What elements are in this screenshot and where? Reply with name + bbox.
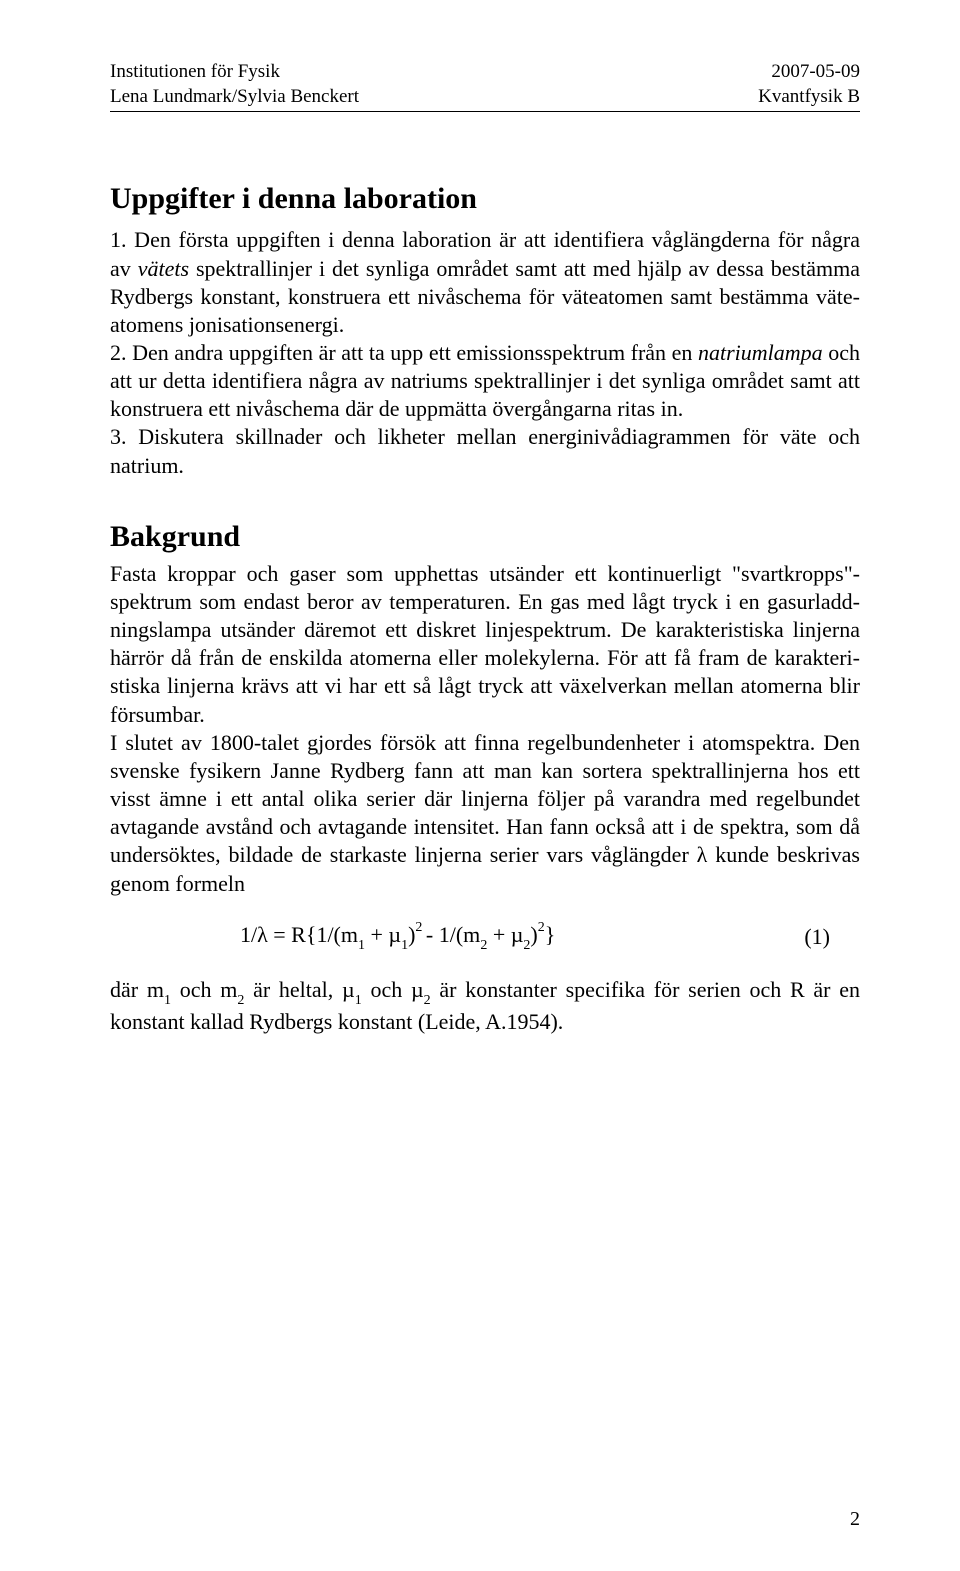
eq-sup-1: 2 bbox=[415, 920, 426, 935]
eq-part-b: 1/(m bbox=[316, 922, 358, 947]
header-course: Kvantfysik B bbox=[758, 85, 860, 110]
header-date: 2007-05-09 bbox=[771, 60, 860, 85]
af-b: och m bbox=[171, 977, 237, 1002]
header-institution: Institutionen för Fysik bbox=[110, 60, 359, 85]
header-right: 2007-05-09 Kvantfysik B bbox=[758, 60, 860, 109]
eq-sub-4: 2 bbox=[523, 938, 530, 953]
page-header: Institutionen för Fysik Lena Lundmark/Sy… bbox=[110, 60, 860, 112]
eq-sub-2: 1 bbox=[401, 938, 408, 953]
equation-number: (1) bbox=[804, 924, 830, 950]
task-1: 1. Den första uppgiften i denna laborati… bbox=[110, 226, 860, 339]
eq-part-g: ) bbox=[530, 922, 537, 947]
eq-sub-1: 1 bbox=[358, 938, 365, 953]
after-formula-paragraph: där m1 och m2 är heltal, µ1 och µ2 är ko… bbox=[110, 976, 860, 1036]
section-title-uppgifter: Uppgifter i denna laboration bbox=[110, 182, 860, 216]
af-c: är heltal, µ bbox=[244, 977, 354, 1002]
af-a: där m bbox=[110, 977, 164, 1002]
page-number: 2 bbox=[850, 1508, 860, 1531]
af-s4: 2 bbox=[424, 993, 431, 1008]
section-title-bakgrund: Bakgrund bbox=[110, 520, 860, 554]
equation-1: 1/λ = R{1/(m1 + µ1)2 - 1/(m2 + µ2)2} bbox=[240, 922, 555, 952]
af-d: och µ bbox=[362, 977, 424, 1002]
af-s3: 1 bbox=[355, 993, 362, 1008]
bakgrund-p1: Fasta kroppar och gaser som upphettas ut… bbox=[110, 560, 860, 729]
eq-sup-2: 2 bbox=[538, 920, 545, 935]
task-1-italic: vätets bbox=[138, 256, 189, 281]
header-left: Institutionen för Fysik Lena Lundmark/Sy… bbox=[110, 60, 359, 109]
af-s1: 1 bbox=[164, 993, 171, 1008]
bakgrund-p2: I slutet av 1800-talet gjordes försök at… bbox=[110, 729, 860, 898]
eq-part-e: - 1/(m bbox=[426, 922, 480, 947]
af-s2: 2 bbox=[237, 993, 244, 1008]
task-1-rest: spektrallinjer i det synliga området sam… bbox=[110, 256, 860, 337]
page: Institutionen för Fysik Lena Lundmark/Sy… bbox=[0, 0, 960, 1571]
eq-part-a: 1/λ = R bbox=[240, 922, 306, 947]
eq-part-f: + µ bbox=[487, 922, 523, 947]
eq-sub-3: 2 bbox=[480, 938, 487, 953]
task-2-lead: 2. Den andra uppgiften är att ta upp ett… bbox=[110, 340, 698, 365]
task-3: 3. Diskutera skillnader och likheter mel… bbox=[110, 423, 860, 479]
task-2-italic: natriumlampa bbox=[698, 340, 823, 365]
task-2: 2. Den andra uppgiften är att ta upp ett… bbox=[110, 339, 860, 423]
eq-part-c: + µ bbox=[365, 922, 401, 947]
header-authors: Lena Lundmark/Sylvia Benckert bbox=[110, 85, 359, 110]
equation-row: 1/λ = R{1/(m1 + µ1)2 - 1/(m2 + µ2)2} (1) bbox=[110, 922, 860, 952]
